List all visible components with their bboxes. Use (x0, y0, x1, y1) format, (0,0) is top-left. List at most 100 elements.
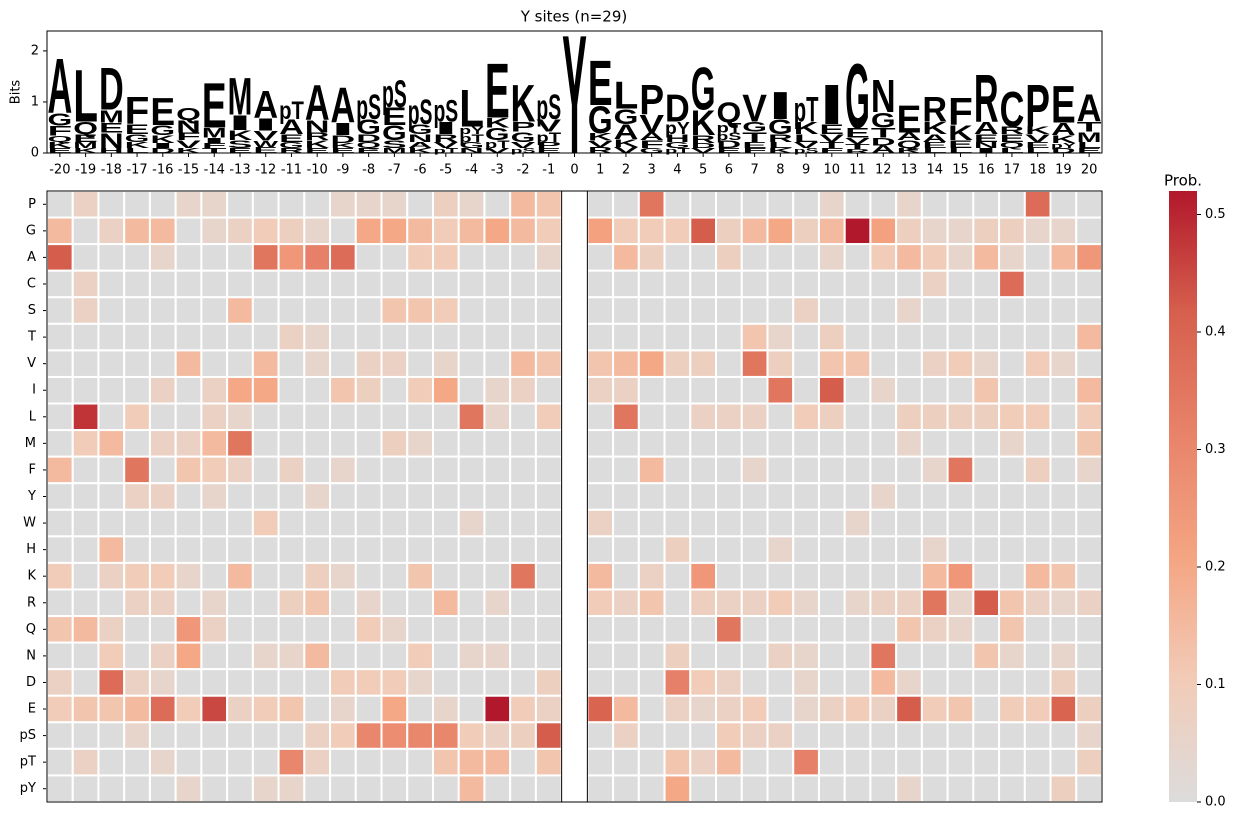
heatmap-cell (148, 429, 177, 458)
heatmap-cell (998, 216, 1026, 246)
heatmap-cell (766, 243, 795, 272)
heatmap-cell (740, 482, 769, 511)
heatmap-cell (972, 429, 1001, 458)
heatmap-cell (998, 615, 1026, 644)
heatmap-cell (200, 243, 229, 272)
heatmap-cell (226, 269, 254, 299)
heatmap-cell (766, 429, 795, 458)
heatmap-cell (740, 349, 769, 378)
logo-letter: E (1025, 140, 1051, 150)
heatmap-cell (483, 747, 512, 777)
heatmap-cell (998, 429, 1026, 458)
heatmap-cell (226, 455, 254, 485)
logo-letter: S (228, 139, 253, 151)
logo-letter: E (382, 104, 407, 131)
heatmap-cell (457, 429, 486, 458)
logo-letter: I (202, 137, 227, 145)
x-tick-label: -11 (281, 163, 302, 178)
heatmap-cell (792, 216, 820, 246)
heatmap-cell (97, 588, 126, 618)
logo-letter: P (511, 120, 536, 136)
heatmap-cell (740, 535, 769, 564)
heatmap-cell (329, 375, 357, 405)
heatmap-cell (71, 455, 100, 485)
logo-letter: N (176, 117, 201, 137)
logo-letter: G (588, 99, 613, 142)
x-tick-label: -16 (152, 163, 173, 178)
x-tick-label: 8 (776, 163, 784, 178)
heatmap-cell (998, 375, 1026, 405)
x-tick-label: 3 (648, 163, 656, 178)
heatmap-cell (663, 535, 692, 564)
heatmap-cell (637, 190, 666, 219)
heatmap-cell (689, 296, 718, 325)
heatmap-cell (1049, 429, 1078, 458)
heatmap-cell (766, 747, 795, 777)
x-tick-label: -12 (255, 163, 276, 178)
heatmap-cell (895, 747, 923, 777)
heatmap-cell (843, 694, 872, 724)
heatmap-cell (174, 296, 203, 325)
heatmap-cell (817, 561, 846, 591)
logo-letter: A (1077, 87, 1102, 130)
heatmap-cell (920, 747, 949, 777)
heatmap-cell (869, 615, 898, 644)
heatmap-cell (689, 641, 718, 671)
heatmap-cell (483, 508, 512, 538)
logo-letter: A (331, 77, 356, 133)
heatmap-cell (663, 375, 692, 405)
heatmap-cell (946, 508, 975, 538)
heatmap-cell (148, 535, 177, 564)
y-tick-label: pT (20, 755, 36, 770)
logo-letter: F (948, 91, 973, 134)
heatmap-cell (715, 535, 743, 564)
logo-letter: E (742, 140, 768, 150)
heatmap-cell (71, 190, 100, 219)
heatmap-cell (946, 269, 975, 299)
heatmap-cell (226, 296, 254, 325)
heatmap-cell (534, 190, 563, 219)
logo-letter: K (768, 147, 797, 155)
heatmap-cell (483, 429, 512, 458)
heatmap-cell (766, 721, 795, 750)
heatmap-cell (483, 588, 512, 618)
heatmap-cell (226, 588, 254, 618)
logo-letter: G (845, 44, 870, 147)
logo-letter: L (125, 147, 154, 155)
heatmap-cell (123, 615, 151, 644)
heatmap-cell (689, 269, 718, 299)
heatmap-cell (303, 535, 332, 564)
heatmap-cell (303, 641, 332, 671)
heatmap-cell (740, 296, 769, 325)
heatmap-cell (895, 694, 923, 724)
heatmap-cell (766, 349, 795, 378)
heatmap-cell (1023, 190, 1052, 219)
heatmap-cell (354, 561, 383, 591)
heatmap-cell (406, 296, 434, 325)
heatmap-cell (689, 243, 718, 272)
heatmap-cell (1049, 588, 1078, 618)
heatmap-cell (637, 269, 666, 299)
logo-letter: A (897, 131, 923, 143)
heatmap-cell (380, 561, 409, 591)
heatmap-cell (817, 349, 846, 378)
heatmap-cell (200, 375, 229, 405)
heatmap-cell (148, 349, 177, 378)
heatmap-cell (740, 508, 769, 538)
heatmap-cell (354, 588, 383, 618)
logo-letter: E (228, 147, 254, 155)
heatmap-cell (972, 243, 1001, 272)
heatmap-cell (174, 482, 203, 511)
colorbar-tick-label: 0.2 (1205, 560, 1226, 575)
heatmap-cell (946, 535, 975, 564)
heatmap-cell (97, 375, 126, 405)
heatmap-cell (251, 641, 280, 671)
heatmap-cell (406, 482, 434, 511)
heatmap-cell (586, 561, 615, 591)
heatmap-cell (612, 216, 640, 246)
logo-letter: V (794, 140, 820, 150)
logo-letter: A (253, 84, 278, 127)
heatmap-cell (303, 243, 332, 272)
heatmap-cell (895, 641, 923, 671)
heatmap-cell (303, 615, 332, 644)
